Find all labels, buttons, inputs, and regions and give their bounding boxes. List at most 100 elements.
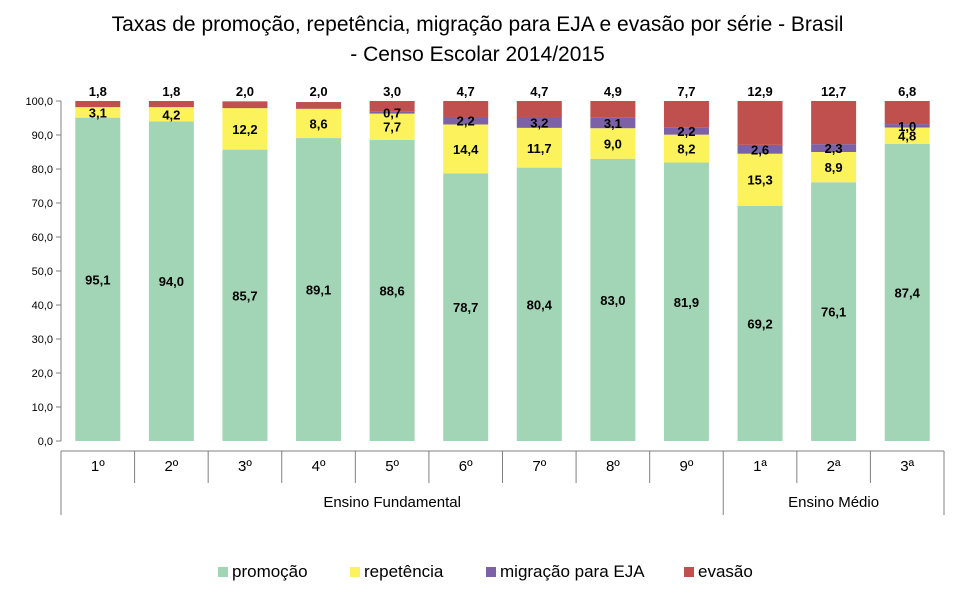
value-label-migracao: 1,0	[898, 119, 916, 134]
bar-segment-repetencia	[369, 113, 415, 140]
value-label-promocao: 78,7	[453, 300, 478, 315]
value-label-promocao: 69,2	[747, 316, 772, 331]
value-label-evasao: 1,8	[162, 84, 180, 99]
x-tick-label: 1ª	[753, 458, 767, 475]
value-label-migracao: 2,6	[751, 142, 769, 157]
value-label-repetencia: 12,2	[232, 122, 257, 137]
value-label-repetencia: 7,7	[383, 120, 401, 135]
bar-segment-repetencia	[590, 128, 636, 159]
y-tick-label: 40,0	[32, 300, 53, 312]
x-tick-label: 2º	[164, 458, 178, 475]
value-label-evasao: 2,0	[236, 84, 254, 99]
value-label-promocao: 81,9	[674, 295, 699, 310]
chart-title: Taxas de promoção, repetência, migração …	[0, 10, 955, 70]
bar-segment-evasao	[811, 101, 857, 145]
y-tick-label: 10,0	[32, 402, 53, 414]
group-label: Ensino Fundamental	[323, 494, 461, 511]
x-tick-label: 5º	[385, 458, 399, 475]
value-labels: 95,1 3,1 1,8 94,0 4,2 1,8 85,7 12,2 2,0 89,1 8,6 2,…	[85, 84, 920, 331]
value-label-migracao: 3,1	[604, 116, 622, 131]
value-label-evasao: 7,7	[677, 84, 695, 99]
bar-segment-promocao	[75, 117, 121, 441]
value-label-repetencia: 8,6	[310, 116, 328, 131]
value-label-migracao: 2,2	[457, 114, 475, 129]
legend-swatch	[218, 567, 228, 577]
x-tick-label: 6º	[459, 458, 473, 475]
value-label-evasao: 2,0	[310, 84, 328, 99]
value-label-evasao: 12,9	[747, 84, 772, 99]
bar-segment-migracao-eja	[884, 124, 930, 128]
value-label-evasao: 1,8	[89, 84, 107, 99]
bar-segment-migracao-eja	[811, 144, 857, 152]
y-tick-label: 0,0	[38, 436, 53, 448]
x-tick-label: 1º	[91, 458, 105, 475]
value-label-promocao: 89,1	[306, 283, 331, 298]
value-label-migracao: 2,3	[825, 141, 843, 156]
bar-segment-evasao	[222, 101, 268, 109]
x-tick-label: 2ª	[827, 458, 841, 475]
value-label-promocao: 94,0	[159, 274, 184, 289]
value-label-evasao: 4,7	[457, 84, 475, 99]
bar-segment-promocao	[516, 167, 562, 441]
value-label-evasao: 12,7	[821, 84, 846, 99]
bar-segment-evasao	[737, 101, 783, 145]
bar-segment-repetencia	[443, 124, 489, 174]
category-axis: 1º 2º 3º 4º 5º 6º 7º 8º 9º 1ª 2ª 3ª Ensino Fundament…	[60, 450, 945, 515]
value-label-promocao: 87,4	[895, 285, 921, 300]
bar-segment-migracao-eja	[737, 144, 783, 154]
value-label-promocao: 88,6	[379, 283, 404, 298]
value-label-promocao: 83,0	[600, 293, 625, 308]
legend-swatch	[486, 567, 496, 577]
legend-swatch	[684, 567, 694, 577]
value-label-promocao: 76,1	[821, 305, 846, 320]
value-label-migracao: 0,7	[383, 105, 401, 120]
bar-segment-migracao-eja	[443, 116, 489, 125]
bar-segment-repetencia	[148, 107, 194, 122]
legend-label: evasão	[698, 562, 753, 581]
y-tick-label: 20,0	[32, 368, 53, 380]
bar-segment-promocao	[737, 205, 783, 441]
chart-title-line-2: - Censo Escolar 2014/2015	[350, 43, 605, 66]
bar-segment-evasao	[663, 101, 709, 128]
y-tick-label: 100,0	[25, 96, 53, 108]
axes: 0,0 10,0 20,0 30,0 40,0 50,0 60,0 70,0 80,0 90,0 1…	[25, 96, 62, 448]
bar-segment-promocao	[590, 158, 636, 442]
value-label-migracao: 2,2	[677, 124, 695, 139]
bar-segment-repetencia	[516, 127, 562, 168]
bar-segment-promocao	[222, 149, 268, 441]
legend-swatch	[350, 567, 360, 577]
bar-segment-repetencia	[884, 127, 930, 144]
bar-segment-evasao	[296, 102, 342, 109]
bar-segment-repetencia	[222, 108, 268, 150]
value-label-repetencia: 4,8	[898, 129, 916, 144]
bar-segment-evasao	[148, 101, 194, 108]
bar-segment-migracao-eja	[663, 127, 709, 135]
legend-label: repetência	[364, 562, 444, 581]
value-label-promocao: 85,7	[232, 288, 257, 303]
value-label-evasao: 4,9	[604, 84, 622, 99]
x-tick-label: 7º	[532, 458, 546, 475]
value-label-repetencia: 8,2	[677, 142, 695, 157]
value-label-evasao: 6,8	[898, 84, 916, 99]
legend: promoção repetência migração para EJA evasã…	[218, 562, 753, 581]
bar-segment-promocao	[296, 138, 342, 441]
value-label-migracao: 3,2	[530, 115, 548, 130]
bar-segment-promocao	[369, 139, 415, 441]
bars	[75, 101, 930, 442]
bar-segment-evasao	[443, 101, 489, 117]
value-label-repetencia: 8,9	[825, 160, 843, 175]
y-tick-label: 60,0	[32, 232, 53, 244]
value-label-evasao: 4,7	[530, 84, 548, 99]
legend-label: migração para EJA	[500, 562, 645, 581]
bar-segment-promocao	[663, 162, 709, 442]
x-tick-label: 9º	[680, 458, 694, 475]
bar-segment-migracao-eja	[369, 111, 415, 114]
value-label-repetencia: 11,7	[527, 141, 552, 156]
value-label-repetencia: 4,2	[162, 107, 180, 122]
value-label-promocao: 80,4	[527, 297, 553, 312]
y-tick-label: 70,0	[32, 198, 53, 210]
bar-segment-promocao	[148, 121, 194, 442]
x-tick-label: 3ª	[900, 458, 914, 475]
